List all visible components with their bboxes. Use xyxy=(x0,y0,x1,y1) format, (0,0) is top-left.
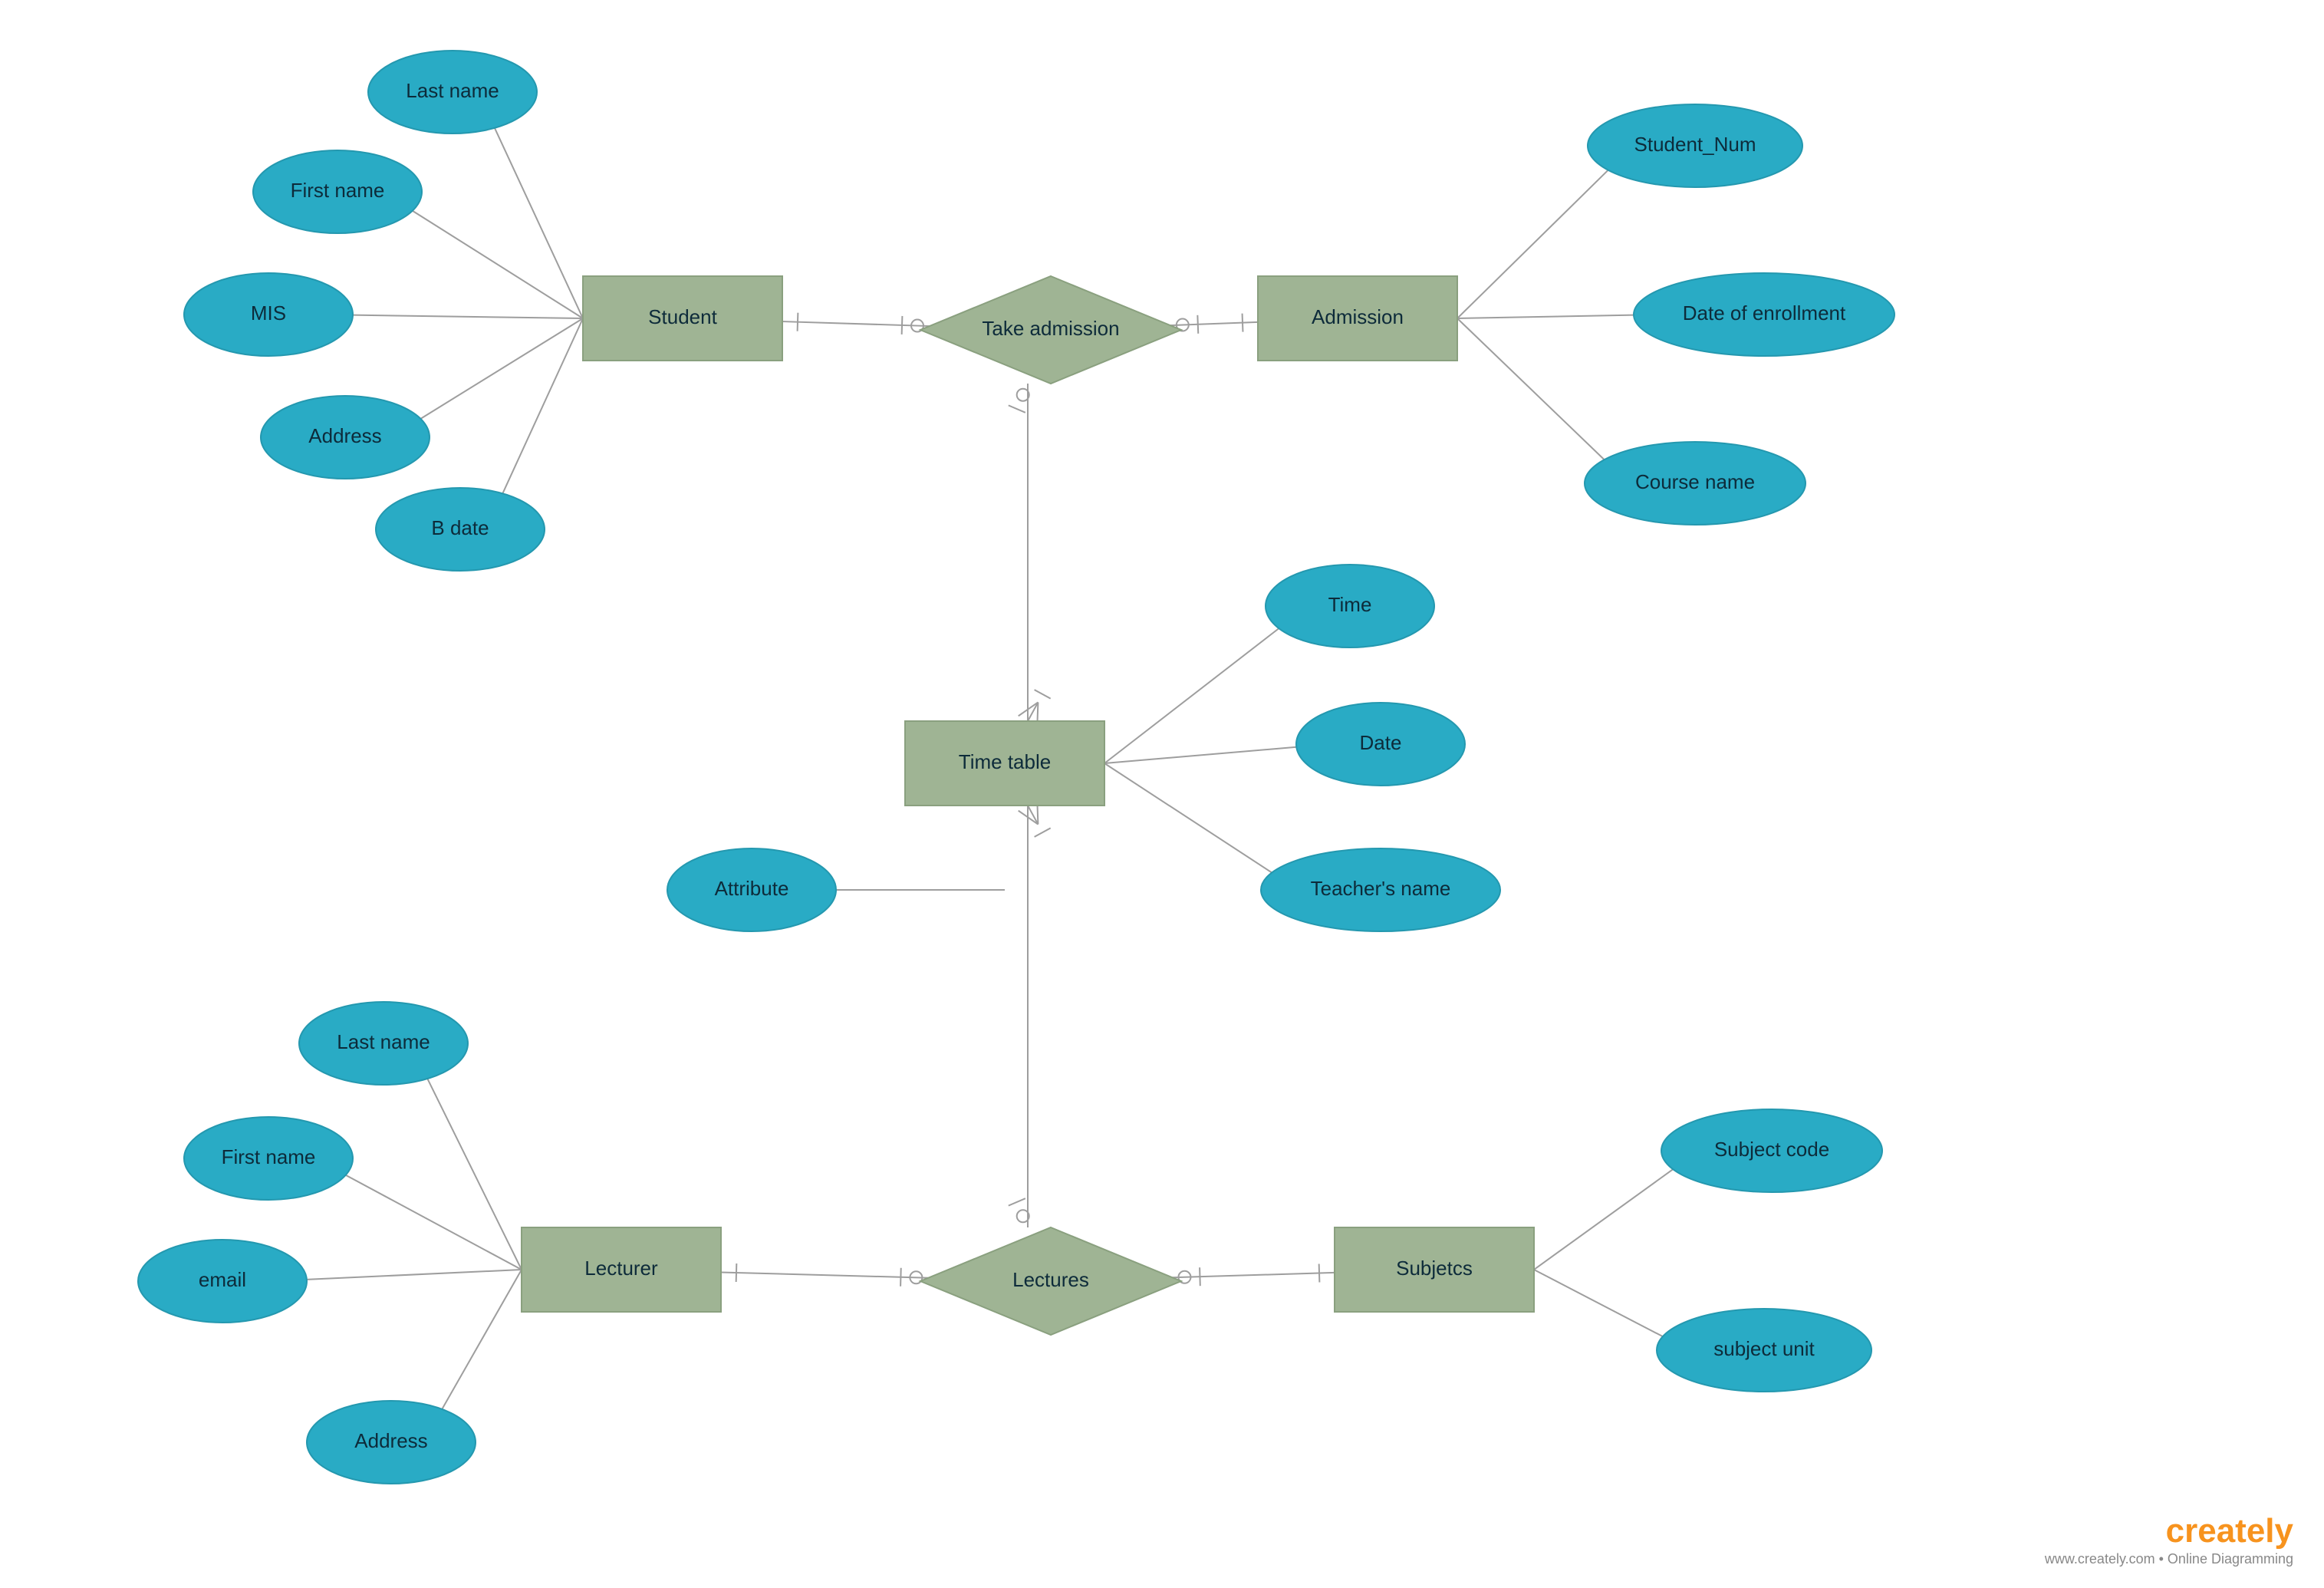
attribute-t_time: Time xyxy=(1266,565,1434,647)
attribute-t_date: Date xyxy=(1296,703,1465,786)
attribute-label-t_time: Time xyxy=(1328,593,1372,616)
entity-label-timetable: Time table xyxy=(959,750,1051,773)
attribute-label-s_address: Address xyxy=(308,424,381,447)
entity-timetable: Time table xyxy=(905,721,1104,806)
attribute-s_address: Address xyxy=(261,396,430,479)
entity-lecturer: Lecturer xyxy=(522,1227,721,1312)
relationship-label-lectures: Lectures xyxy=(1012,1268,1089,1291)
attribute-t_teacher: Teacher's name xyxy=(1261,848,1500,931)
footer-brand: creately xyxy=(2166,1512,2294,1550)
entity-label-subjects: Subjetcs xyxy=(1396,1257,1473,1280)
attribute-label-s_lastname: Last name xyxy=(406,79,499,102)
attribute-s_lastname: Last name xyxy=(368,51,537,133)
entity-label-student: Student xyxy=(648,305,717,328)
attribute-label-l_address: Address xyxy=(354,1429,427,1452)
attribute-sub_unit: subject unit xyxy=(1657,1309,1871,1392)
attribute-s_bdate: B date xyxy=(376,488,545,571)
attribute-label-a_enroll: Date of enrollment xyxy=(1683,301,1846,325)
relationship-label-take_admission: Take admission xyxy=(982,317,1119,340)
relationship-take_admission: Take admission xyxy=(920,276,1181,384)
attribute-label-l_email: email xyxy=(199,1268,246,1291)
entity-subjects: Subjetcs xyxy=(1335,1227,1534,1312)
attribute-label-a_course: Course name xyxy=(1635,470,1755,493)
attribute-label-l_lastname: Last name xyxy=(337,1030,430,1053)
attribute-l_firstname: First name xyxy=(184,1117,353,1200)
attribute-a_studentnum: Student_Num xyxy=(1588,104,1802,187)
attribute-label-t_teacher: Teacher's name xyxy=(1311,877,1451,900)
attribute-label-s_firstname: First name xyxy=(291,179,385,202)
entity-label-lecturer: Lecturer xyxy=(584,1257,658,1280)
relationship-lectures: Lectures xyxy=(920,1227,1181,1335)
erd-diagram: Student Admission Time table Lecturer Subjet… xyxy=(0,0,2324,1588)
attribute-label-l_firstname: First name xyxy=(222,1145,316,1168)
attribute-sub_code: Subject code xyxy=(1661,1109,1882,1192)
attribute-label-sub_unit: subject unit xyxy=(1713,1337,1815,1360)
attribute-label-t_date: Date xyxy=(1360,731,1402,754)
footer-tagline: www.creately.com • Online Diagramming xyxy=(2044,1551,2293,1567)
attribute-label-t_attribute: Attribute xyxy=(715,877,789,900)
attribute-t_attribute: Attribute xyxy=(667,848,836,931)
attribute-l_email: email xyxy=(138,1240,307,1323)
attribute-label-a_studentnum: Student_Num xyxy=(1634,133,1756,156)
attribute-label-s_bdate: B date xyxy=(431,516,489,539)
attribute-l_lastname: Last name xyxy=(299,1002,468,1085)
attribute-l_address: Address xyxy=(307,1401,476,1484)
entity-label-admission: Admission xyxy=(1312,305,1404,328)
attribute-a_course: Course name xyxy=(1585,442,1806,525)
attribute-a_enroll: Date of enrollment xyxy=(1634,273,1894,356)
attribute-label-s_mis: MIS xyxy=(251,301,286,325)
attribute-s_mis: MIS xyxy=(184,273,353,356)
entity-admission: Admission xyxy=(1258,276,1457,361)
entity-student: Student xyxy=(583,276,782,361)
attribute-label-sub_code: Subject code xyxy=(1714,1138,1829,1161)
attribute-s_firstname: First name xyxy=(253,150,422,233)
